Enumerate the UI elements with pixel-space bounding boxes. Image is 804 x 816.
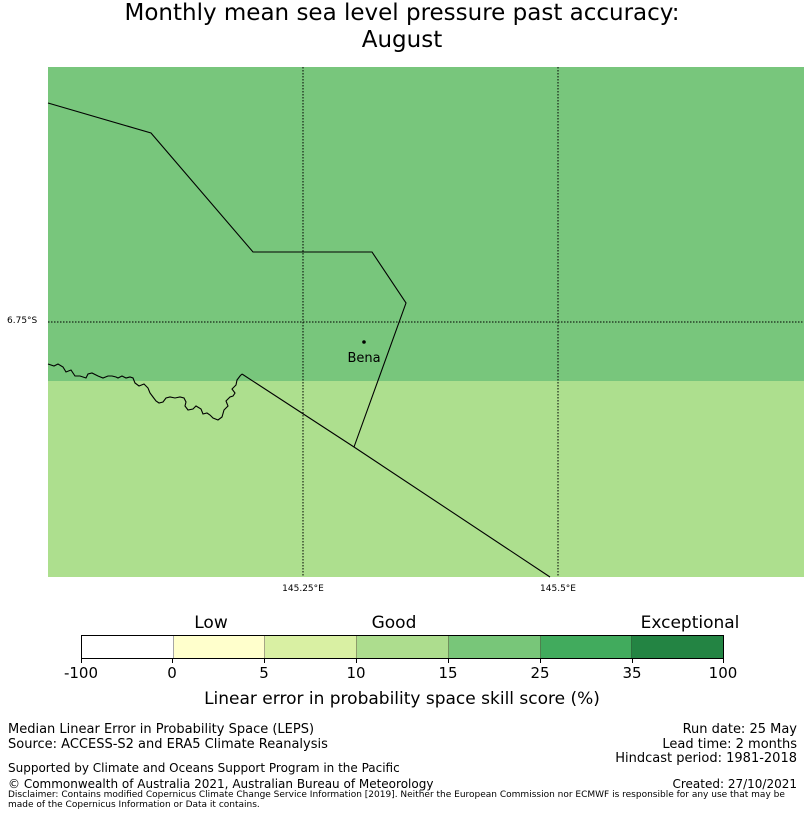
- colorbar-segment: [448, 636, 541, 658]
- legend-category-low: Low: [194, 613, 228, 633]
- colorbar-caption: Linear error in probability space skill …: [204, 689, 600, 709]
- colorbar-segment: [82, 636, 174, 658]
- colorbar-tick: [81, 659, 82, 663]
- province-boundary: [47, 102, 407, 448]
- disclaimer-text: Disclaimer: Contains modified Copernicus…: [8, 790, 785, 810]
- colorbar-segment: [173, 636, 266, 658]
- title-line-2: August: [361, 27, 443, 53]
- colorbar-tick: [540, 659, 541, 663]
- lat-label: 6.75°S: [7, 316, 38, 326]
- colorbar-tick: [356, 659, 357, 663]
- colorbar-tick-label: 10: [346, 664, 366, 682]
- lon-label-2: 145.5°E: [540, 584, 576, 594]
- colorbar-tick-label: 5: [259, 664, 269, 682]
- colorbar-tick-label: 0: [167, 664, 177, 682]
- colorbar-segment: [540, 636, 633, 658]
- metric-text: Median Linear Error in Probability Space…: [8, 722, 315, 737]
- town-marker: [362, 340, 366, 344]
- map-region-south: [48, 381, 804, 577]
- colorbar-tick-label: -100: [63, 664, 99, 682]
- legend-category-exceptional: Exceptional: [640, 613, 740, 633]
- river-boundary: [47, 363, 243, 421]
- chart-title: Monthly mean sea level pressure past acc…: [0, 0, 804, 54]
- copyright-text: © Commonwealth of Australia 2021, Austra…: [8, 777, 434, 791]
- place-label: Bena: [347, 351, 381, 366]
- support-text: Supported by Climate and Oceans Support …: [8, 761, 400, 775]
- colorbar-tick-label: 25: [530, 664, 550, 682]
- legend-category-good: Good: [371, 613, 417, 633]
- colorbar-tick-label: 35: [622, 664, 642, 682]
- lon-label-1: 145.25°E: [282, 584, 324, 594]
- lead-time-text: Lead time: 2 months: [662, 737, 797, 752]
- source-text: Source: ACCESS-S2 and ERA5 Climate Reana…: [8, 737, 328, 752]
- title-line-1: Monthly mean sea level pressure past acc…: [124, 0, 680, 26]
- map-region-north: [48, 67, 804, 381]
- colorbar-tick: [632, 659, 633, 663]
- colorbar-segment: [632, 636, 724, 658]
- colorbar-tick-label: 100: [708, 664, 738, 682]
- colorbar-segment: [265, 636, 358, 658]
- colorbar-tick: [723, 659, 724, 663]
- created-text: Created: 27/10/2021: [672, 777, 797, 791]
- colorbar-ticks: [81, 659, 724, 665]
- province-boundary-south: [241, 373, 551, 578]
- colorbar-tick: [172, 659, 173, 663]
- colorbar-tick: [448, 659, 449, 663]
- colorbar-tick: [264, 659, 265, 663]
- colorbar-tick-label: 15: [438, 664, 458, 682]
- hindcast-text: Hindcast period: 1981-2018: [615, 751, 797, 766]
- run-date-text: Run date: 25 May: [682, 722, 797, 737]
- colorbar-segment: [357, 636, 449, 658]
- colorbar: [81, 635, 724, 659]
- map: [47, 67, 804, 578]
